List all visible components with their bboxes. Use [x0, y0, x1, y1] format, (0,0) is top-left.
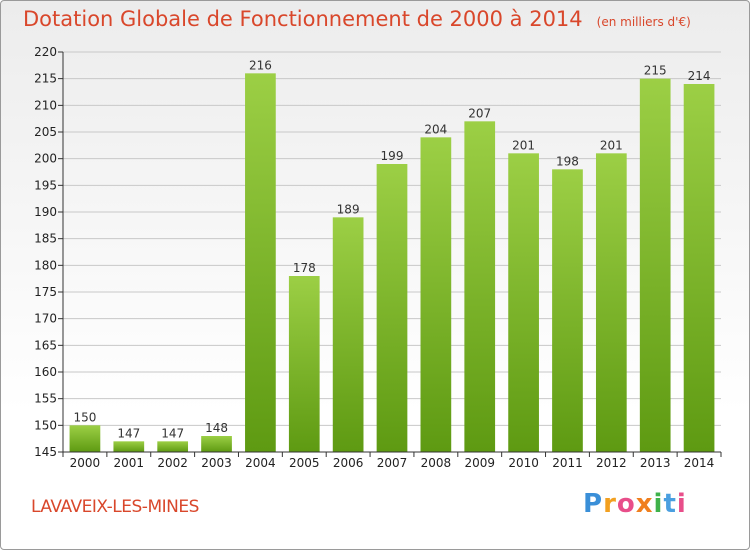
y-tick-label: 200 — [34, 152, 57, 166]
logo-letter: i — [676, 489, 687, 519]
x-axis-ticks: 2000 2001 2002 2003 2004 2005 2006 2007 2008 2009… — [62, 452, 722, 470]
bar-2011 — [552, 169, 583, 453]
data-label-2007: 199 — [381, 149, 404, 163]
data-label-2003: 148 — [205, 421, 228, 435]
logo-letter: i — [653, 489, 664, 519]
x-tick-label: 2002 — [157, 456, 188, 470]
y-tick-label: 145 — [34, 445, 57, 459]
data-label-2013: 215 — [644, 64, 667, 78]
x-tick-label: 2012 — [596, 456, 627, 470]
logo-letter: x — [635, 489, 654, 519]
bar-2009 — [464, 121, 496, 452]
data-label-2012: 201 — [600, 138, 623, 152]
y-tick-label: 180 — [34, 258, 57, 272]
x-tick-label: 2010 — [508, 456, 539, 470]
y-tick-label: 155 — [34, 392, 57, 406]
y-tick-label: 190 — [34, 205, 57, 219]
bar-2005 — [288, 276, 320, 452]
x-tick-label: 2011 — [552, 456, 583, 470]
y-tick-label: 185 — [34, 232, 57, 246]
y-tick-label: 150 — [34, 418, 57, 432]
data-label-2002: 147 — [161, 426, 184, 440]
x-tick-label: 2006 — [333, 456, 364, 470]
proxiti-logo: Proxiti — [583, 489, 687, 519]
y-tick-label: 220 — [34, 45, 57, 59]
y-axis-ticks: 145 150 155 160 165 170 175 180 185 190 195 200 205 2… — [34, 45, 63, 459]
x-tick-label: 2001 — [114, 456, 145, 470]
data-labels: 150 147 147 148 216 178 189 199 204 207 201 198 201 2… — [73, 58, 710, 440]
data-label-2010: 201 — [512, 138, 535, 152]
logo-letter: r — [603, 489, 617, 519]
y-tick-label: 210 — [34, 98, 57, 112]
y-tick-label: 160 — [34, 365, 57, 379]
bar-2013 — [639, 78, 671, 453]
logo-letter: P — [583, 489, 604, 519]
y-tick-label: 165 — [34, 338, 57, 352]
bar-2003 — [201, 436, 232, 452]
bar-2014 — [683, 84, 715, 452]
data-label-2009: 207 — [468, 106, 491, 120]
y-tick-label: 205 — [34, 125, 57, 139]
data-label-2011: 198 — [556, 154, 579, 168]
data-label-2000: 150 — [73, 410, 96, 424]
x-tick-label: 2013 — [640, 456, 671, 470]
axes — [62, 52, 721, 453]
bar-2001 — [113, 441, 145, 452]
bar-2004 — [245, 73, 276, 452]
x-tick-label: 2004 — [245, 456, 276, 470]
bar-2008 — [420, 137, 452, 453]
y-tick-label: 215 — [34, 72, 57, 86]
y-tick-label: 170 — [34, 312, 57, 326]
chart-title-text: Dotation Globale de Fonctionnement de 20… — [23, 7, 583, 31]
data-label-2005: 178 — [293, 261, 316, 275]
logo-letter: t — [663, 489, 677, 519]
data-label-2006: 189 — [337, 202, 360, 216]
data-label-2008: 204 — [424, 122, 447, 136]
bar-2010 — [508, 153, 539, 453]
commune-name: LAVAVEIX-LES-MINES — [31, 497, 199, 517]
chart-title: Dotation Globale de Fonctionnement de 20… — [23, 7, 691, 31]
bars — [69, 73, 715, 453]
x-tick-label: 2008 — [421, 456, 452, 470]
bar-2000 — [69, 425, 101, 452]
bar-2002 — [157, 441, 189, 452]
data-label-2014: 214 — [688, 69, 711, 83]
x-tick-label: 2009 — [464, 456, 495, 470]
data-label-2004: 216 — [249, 58, 272, 72]
bar-2012 — [595, 153, 627, 453]
x-tick-label: 2007 — [377, 456, 408, 470]
x-tick-label: 2005 — [289, 456, 320, 470]
data-label-2001: 147 — [117, 426, 140, 440]
y-tick-label: 175 — [34, 285, 57, 299]
bar-2007 — [376, 164, 408, 452]
x-tick-label: 2014 — [684, 456, 715, 470]
x-tick-label: 2000 — [70, 456, 101, 470]
bar-2006 — [332, 217, 364, 452]
logo-letter: o — [616, 489, 636, 519]
chart-unit: (en milliers d'€) — [596, 15, 691, 29]
x-tick-label: 2003 — [201, 456, 232, 470]
y-tick-label: 195 — [34, 178, 57, 192]
